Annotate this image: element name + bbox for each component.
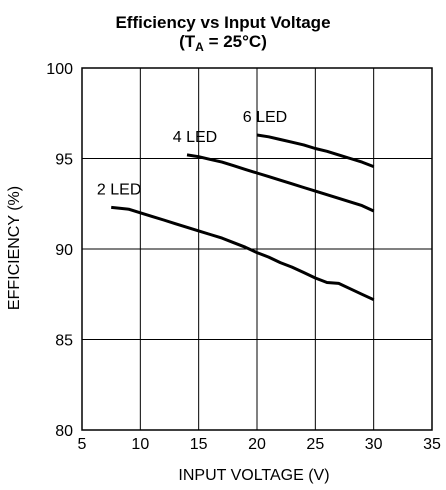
- series-line-4-led: [186, 153, 375, 213]
- x-tick-label: 5: [78, 436, 87, 453]
- x-tick-label: 10: [131, 436, 149, 453]
- y-tick-label: 85: [55, 333, 73, 350]
- chart-subtitle-prefix: (T: [179, 32, 196, 51]
- series-label-4-led: 4 LED: [173, 129, 217, 146]
- x-tick-label: 20: [248, 436, 266, 453]
- chart-title: Efficiency vs Input Voltage: [115, 13, 330, 32]
- series-layer: 2 LED 4 LED 6 LED: [97, 109, 375, 302]
- series-label-2-led: 2 LED: [97, 181, 141, 198]
- y-tick-label: 90: [55, 242, 73, 259]
- x-tick-label: 25: [306, 436, 324, 453]
- chart-subtitle-suffix: = 25°C): [204, 32, 267, 51]
- series-line-2-led: [111, 205, 375, 302]
- y-tick-label: 80: [55, 423, 73, 440]
- x-tick-label: 15: [190, 436, 208, 453]
- tick-label-layer: 5 10 15 20 25 30 35 80 85 90 95 100: [46, 61, 441, 453]
- plot-area-frame: [81, 67, 433, 431]
- y-tick-label: 100: [46, 61, 73, 78]
- y-tick-label: 95: [55, 152, 73, 169]
- chart-subtitle-subscript: A: [195, 40, 204, 54]
- chart-subtitle: (TA = 25°C): [179, 32, 267, 54]
- x-tick-label: 30: [365, 436, 383, 453]
- series-label-6-led: 6 LED: [243, 109, 287, 126]
- x-axis-label: INPUT VOLTAGE (V): [178, 467, 329, 484]
- x-tick-label: 35: [423, 436, 441, 453]
- y-axis-label: EFFICIENCY (%): [6, 186, 23, 310]
- series-line-6-led: [256, 133, 375, 169]
- grid-layer: [82, 68, 432, 430]
